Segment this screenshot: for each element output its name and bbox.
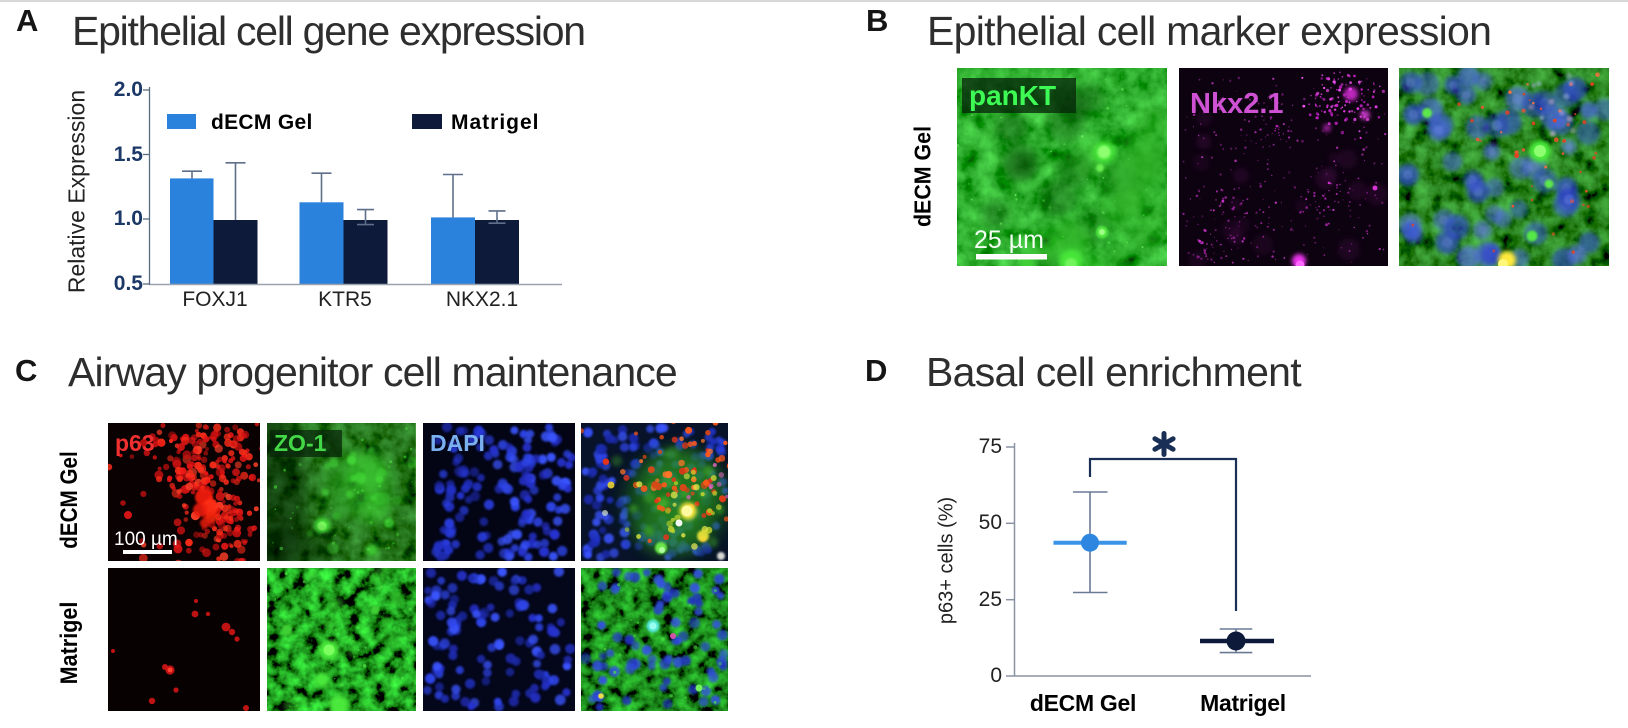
svg-text:panKT: panKT (969, 80, 1056, 111)
svg-text:Nkx2.1: Nkx2.1 (1190, 88, 1284, 120)
svg-text:p63: p63 (115, 430, 155, 456)
svg-text:100 µm: 100 µm (114, 529, 178, 550)
svg-text:ZO-1: ZO-1 (274, 430, 327, 456)
svg-text:DAPI: DAPI (430, 430, 485, 456)
svg-text:25 µm: 25 µm (974, 226, 1044, 254)
